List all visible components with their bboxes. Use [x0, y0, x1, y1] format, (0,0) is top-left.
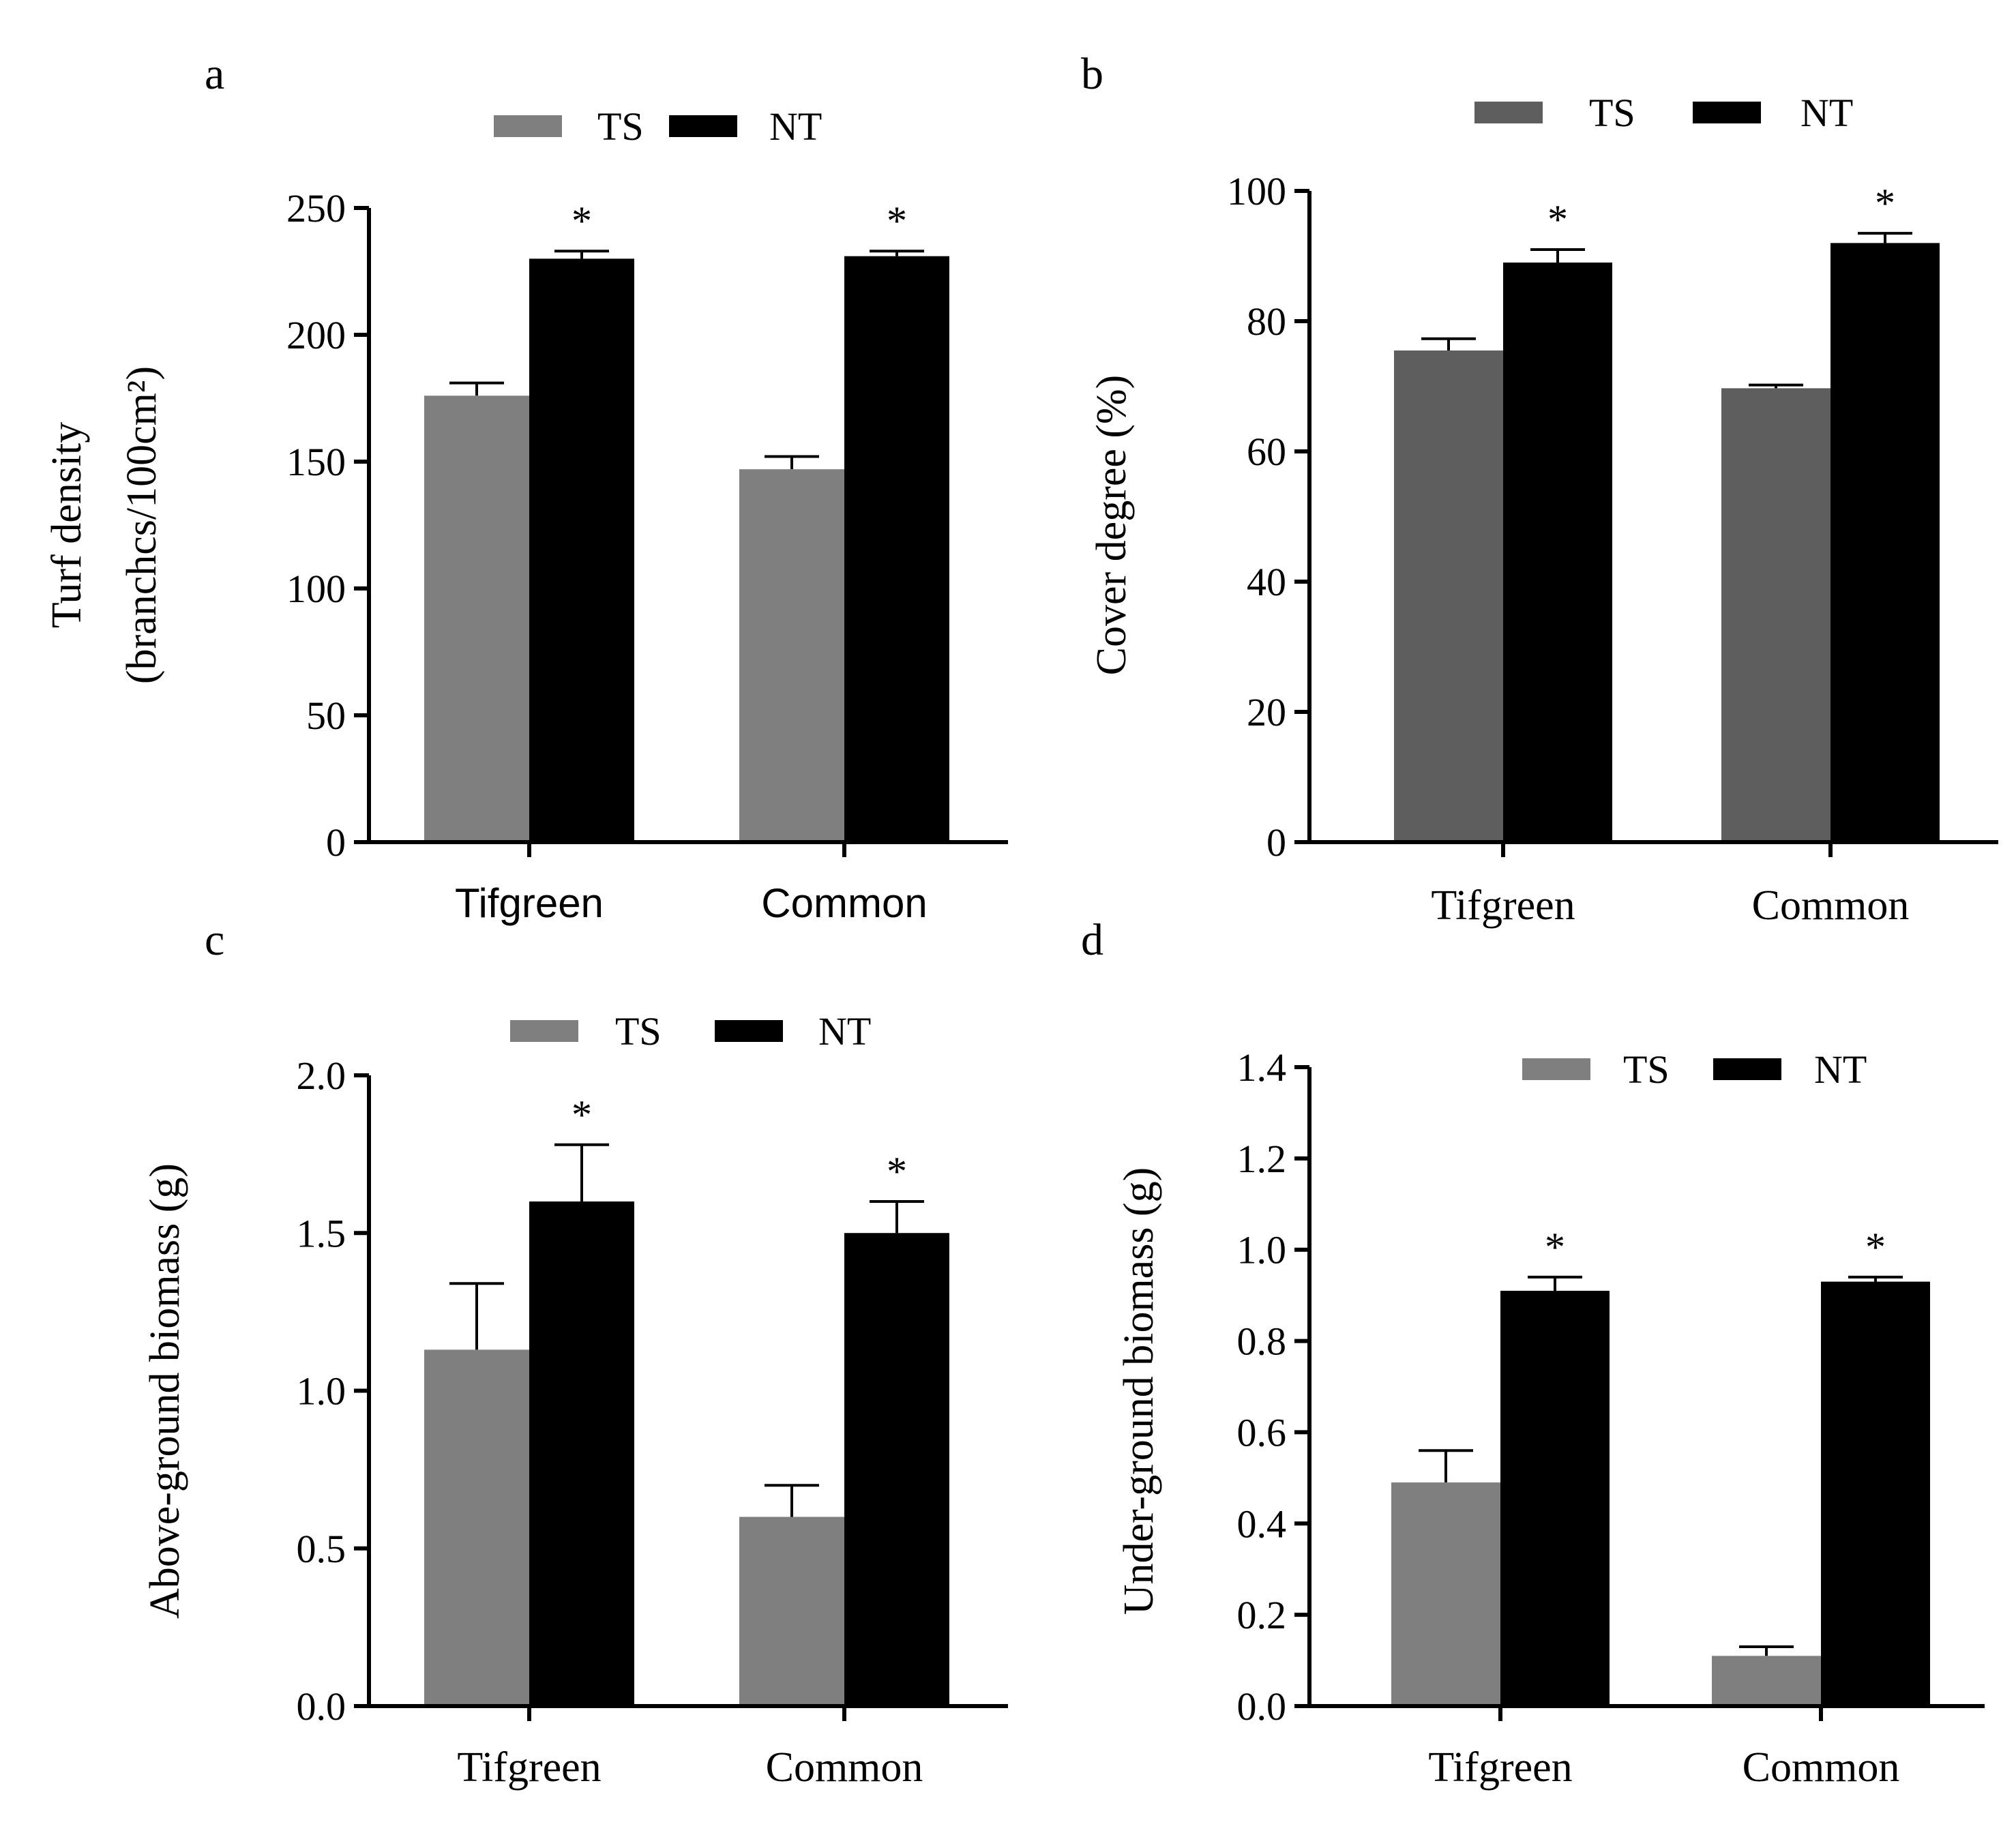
- bar-nt-common: [844, 256, 949, 842]
- x-tick-label-common: Common: [1752, 882, 1910, 929]
- bar-ts-common: [1712, 1656, 1821, 1706]
- significance-mark: *: [1545, 1225, 1565, 1270]
- chart-panel-c: c TS NT * * 0.0 0.5 1.0 1.5 2.0 Tifgreen Common Abov…: [142, 915, 1008, 1791]
- significance-mark: *: [572, 1092, 592, 1137]
- y-tick-label: 1.5: [297, 1211, 346, 1255]
- y-axis-label: Under-ground biomass (g): [1116, 1167, 1162, 1615]
- bar-nt-tifgreen: [1500, 1290, 1610, 1706]
- legend-label-nt: NT: [769, 104, 822, 149]
- legend-label-nt: NT: [818, 1009, 871, 1054]
- y-tick-label: 0.5: [297, 1527, 346, 1571]
- y-tick-label: 2.0: [297, 1054, 346, 1098]
- panel-label: b: [1081, 49, 1103, 99]
- bar-ts-tifgreen: [424, 395, 529, 842]
- y-tick-label: 0.8: [1237, 1319, 1287, 1364]
- y-tick-label: 1.0: [297, 1369, 346, 1414]
- bar-ts-common: [1721, 388, 1830, 842]
- legend-swatch-nt: [1693, 102, 1761, 123]
- legend-label-ts: TS: [597, 104, 644, 149]
- significance-mark: *: [887, 198, 907, 243]
- y-tick-label: 0.4: [1237, 1502, 1287, 1546]
- y-axis-label: Turf density: [44, 422, 90, 629]
- legend-swatch-nt: [1713, 1058, 1781, 1080]
- bar-nt-common: [1821, 1281, 1930, 1706]
- legend: TS NT: [1522, 1047, 1867, 1092]
- y-tick-label: 250: [286, 186, 346, 230]
- panel-label: a: [205, 49, 224, 99]
- y-tick-label: 1.2: [1237, 1137, 1287, 1181]
- legend-label-ts: TS: [1589, 91, 1635, 135]
- legend-swatch-nt: [669, 115, 737, 137]
- legend-swatch-ts: [1522, 1058, 1590, 1080]
- y-tick-label: 100: [286, 567, 346, 611]
- y-tick-label: 40: [1247, 560, 1286, 604]
- chart-panel-a: a TS NT * * 0 50 100 150 200 250 Tifgreen Common Turf…: [44, 49, 1008, 926]
- y-axis-label: (branchcs/100cm²): [119, 366, 165, 684]
- legend: TS NT: [510, 1009, 871, 1054]
- y-tick-label: 150: [286, 440, 346, 484]
- significance-mark: *: [1865, 1225, 1886, 1270]
- x-tick-label-tifgreen: Tifgreen: [457, 1744, 601, 1791]
- y-tick-label: 0.0: [297, 1684, 346, 1729]
- legend-swatch-ts: [1474, 102, 1543, 123]
- chart-panel-d: d TS NT * * 0.0 0.2 0.4 0.6 0.8 1.0 1.2 1.4 Tifgreen C…: [1081, 915, 1985, 1791]
- legend: TS NT: [1474, 91, 1853, 135]
- y-axis-label: Cover degree (%): [1088, 375, 1135, 676]
- significance-mark: *: [1547, 197, 1568, 242]
- legend-swatch-ts: [494, 115, 562, 137]
- y-tick-label: 80: [1247, 299, 1286, 344]
- bar-nt-common: [844, 1233, 949, 1706]
- legend-swatch-nt: [715, 1020, 783, 1042]
- legend-label-ts: TS: [615, 1009, 662, 1054]
- bar-nt-common: [1830, 243, 1940, 842]
- y-tick-label: 0: [1266, 820, 1286, 865]
- legend-label-ts: TS: [1623, 1047, 1670, 1092]
- x-tick-label-common: Common: [1743, 1744, 1900, 1791]
- bar-nt-tifgreen: [529, 1201, 634, 1706]
- bar-ts-tifgreen: [1394, 350, 1503, 842]
- x-tick-label-common: Common: [766, 1744, 923, 1791]
- chart-panel-b: b TS NT * * 0 20 40 60 80 100 Tifgreen Common Cover d…: [1081, 49, 1998, 929]
- y-tick-label: 0: [326, 820, 346, 865]
- bar-ts-tifgreen: [1391, 1482, 1500, 1706]
- y-tick-label: 60: [1247, 430, 1286, 474]
- panel-label: c: [205, 915, 224, 965]
- y-tick-label: 1.4: [1237, 1045, 1287, 1090]
- legend: TS NT: [494, 104, 822, 149]
- significance-mark: *: [572, 198, 592, 243]
- significance-mark: *: [887, 1149, 907, 1194]
- y-tick-label: 0.2: [1237, 1593, 1287, 1637]
- x-tick-label-tifgreen: Tifgreen: [1431, 882, 1575, 929]
- y-axis-label: Above-ground biomass (g): [142, 1163, 188, 1619]
- bar-ts-common: [739, 1517, 844, 1706]
- legend-label-nt: NT: [1800, 91, 1853, 135]
- y-tick-label: 0.6: [1237, 1410, 1287, 1454]
- y-tick-label: 0.0: [1237, 1684, 1287, 1729]
- bar-nt-tifgreen: [1503, 263, 1612, 842]
- bar-nt-tifgreen: [529, 258, 634, 842]
- y-tick-label: 1.0: [1237, 1228, 1287, 1272]
- y-tick-label: 100: [1227, 169, 1286, 213]
- bar-ts-common: [739, 469, 844, 842]
- y-tick-label: 20: [1247, 690, 1286, 734]
- panel-label: d: [1081, 915, 1103, 965]
- x-tick-label-tifgreen: Tifgreen: [1428, 1744, 1572, 1791]
- bar-ts-tifgreen: [424, 1349, 529, 1706]
- legend-swatch-ts: [510, 1020, 578, 1042]
- y-tick-label: 200: [286, 313, 346, 357]
- legend-label-nt: NT: [1814, 1047, 1867, 1092]
- x-tick-label-common: Common: [761, 880, 927, 926]
- y-tick-label: 50: [306, 693, 346, 738]
- x-tick-label-tifgreen: Tifgreen: [455, 880, 604, 926]
- significance-mark: *: [1875, 181, 1895, 226]
